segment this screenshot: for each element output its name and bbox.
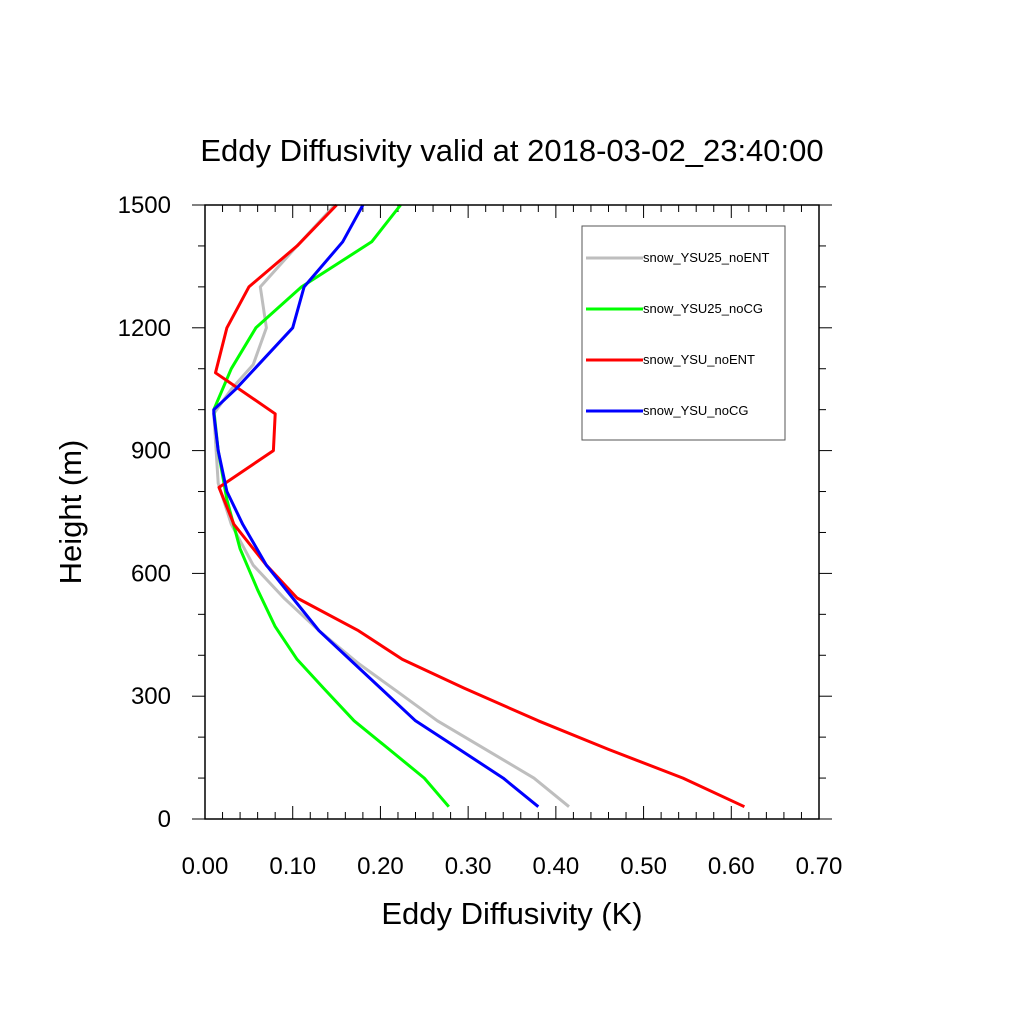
x-tick-label: 0.60 [708,853,755,880]
legend-label: snow_YSU25_noCG [643,301,763,316]
y-tick-label: 900 [131,438,171,465]
x-tick-label: 0.20 [357,853,404,880]
x-tick-label: 0.40 [532,853,579,880]
x-tick-labels: 0.00 0.10 0.20 0.30 0.40 0.50 0.60 0.70 [182,853,843,880]
plot-frame [204,204,820,820]
y-tick-label: 600 [131,560,171,587]
legend-box [581,225,786,441]
x-tick-label: 0.50 [620,853,667,880]
x-tick-label: 0.70 [796,853,843,880]
axis-ticks [192,204,832,820]
y-tick-label: 0 [158,806,171,833]
y-tick-labels: 0 300 600 900 1200 1500 [118,192,171,833]
y-tick-label: 1200 [118,315,171,342]
series-line-snow_YSU25_noCG [212,204,450,808]
y-tick-label: 1500 [118,192,171,219]
series-lines [212,203,746,809]
legend-label: snow_YSU25_noENT [643,250,770,265]
x-tick-label: 0.00 [182,853,229,880]
series-line-snow_YSU_noCG [212,204,540,808]
series-line-snow_YSU25_noENT [212,203,570,808]
legend: snow_YSU25_noENT snow_YSU25_noCG snow_YSU_… [581,225,786,441]
x-axis-label: Eddy Diffusivity (K) [381,896,642,931]
y-tick-label: 300 [131,683,171,710]
chart-title: Eddy Diffusivity valid at 2018-03-02_23:… [200,133,823,168]
series-line-snow_YSU_noENT [214,203,746,809]
x-tick-label: 0.30 [445,853,492,880]
legend-label: snow_YSU_noENT [643,352,755,367]
x-tick-label: 0.10 [269,853,316,880]
legend-label: snow_YSU_noCG [643,403,749,418]
y-axis-label: Height (m) [53,440,88,585]
